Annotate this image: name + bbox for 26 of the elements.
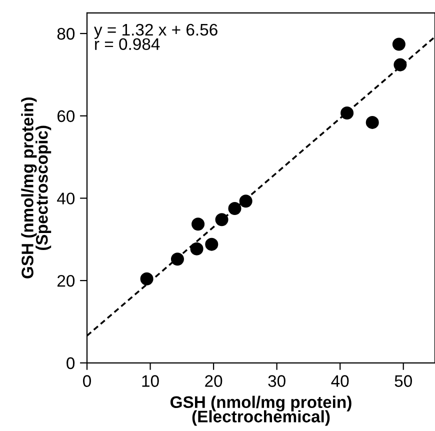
x-axis-title: GSH (nmol/mg protein) (Electrochemical) [170, 396, 352, 426]
point [140, 272, 154, 286]
point [192, 218, 205, 231]
point [239, 194, 252, 208]
x-tick-label: 0 [83, 375, 91, 387]
y-tick-label: 40 [57, 192, 75, 204]
point [394, 58, 407, 72]
x-tick-label: 50 [394, 375, 412, 387]
point [205, 238, 218, 251]
point [340, 106, 354, 120]
point [392, 38, 406, 51]
y-tick-label: 60 [58, 110, 75, 122]
point [366, 116, 379, 129]
point [228, 202, 242, 216]
x-tick-label: 40 [331, 375, 349, 387]
annotation: y = 1.32 x + 6.56 r = 0.984 [94, 24, 218, 50]
point [170, 252, 184, 266]
y-tick-label: 20 [57, 274, 75, 287]
y-tick-label: 0 [66, 357, 75, 370]
x-tick-label: 20 [205, 375, 222, 387]
point [215, 213, 228, 226]
point [190, 242, 204, 256]
x-tick-label: 10 [142, 375, 159, 387]
x-tick-label: 30 [268, 375, 286, 387]
y-axis-title: GSH (nmol/mg protein) (Spectroscopic) [21, 98, 52, 278]
y-tick-label: 80 [57, 28, 75, 40]
